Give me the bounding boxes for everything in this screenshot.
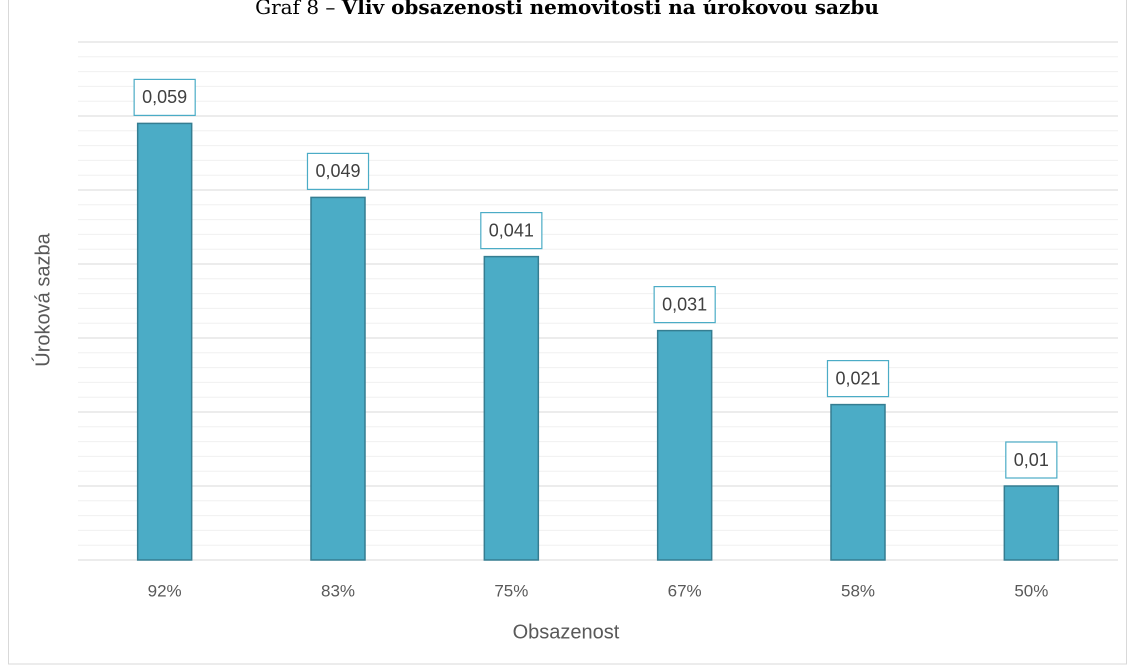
data-label-box bbox=[133, 78, 196, 117]
data-label-box bbox=[653, 286, 716, 324]
data-label: 0,049 bbox=[315, 161, 360, 181]
data-label: 0,041 bbox=[489, 220, 534, 240]
bar bbox=[656, 329, 713, 561]
x-tick-label: 58% bbox=[841, 581, 875, 600]
data-label: 0,01 bbox=[1014, 450, 1049, 470]
x-tick-label: 83% bbox=[321, 581, 355, 600]
data-label: 0,031 bbox=[662, 294, 707, 314]
x-tick-label: 75% bbox=[494, 581, 528, 600]
data-label-box bbox=[1005, 441, 1058, 479]
title-prefix: Graf 8 – bbox=[255, 0, 335, 19]
bar bbox=[1003, 485, 1060, 561]
chart-title: Graf 8 – Vliv obsazenosti nemovitosti na… bbox=[255, 0, 879, 19]
x-tick-label: 67% bbox=[668, 581, 702, 600]
data-label-box bbox=[306, 152, 370, 190]
x-tick-label: 50% bbox=[1014, 581, 1048, 600]
title-main: Vliv obsazenosti nemovitosti na úrokovou… bbox=[341, 0, 879, 19]
marks: 92% 0,059 83% 0,049 75% 0,041 67% 0,031 58% 0,021… bbox=[133, 78, 1060, 600]
grid bbox=[78, 41, 1118, 561]
bar bbox=[830, 403, 886, 561]
x-axis-label: Obsazenost bbox=[513, 621, 620, 643]
y-axis-label: Úroková sazba bbox=[31, 232, 54, 366]
data-label-box bbox=[480, 212, 543, 250]
bar bbox=[136, 122, 193, 561]
data-label-box bbox=[826, 360, 890, 398]
data-label: 0,059 bbox=[142, 87, 187, 107]
data-label: 0,021 bbox=[835, 368, 880, 388]
x-tick-label: 92% bbox=[148, 581, 182, 600]
bar bbox=[310, 196, 366, 561]
bar bbox=[483, 255, 540, 561]
